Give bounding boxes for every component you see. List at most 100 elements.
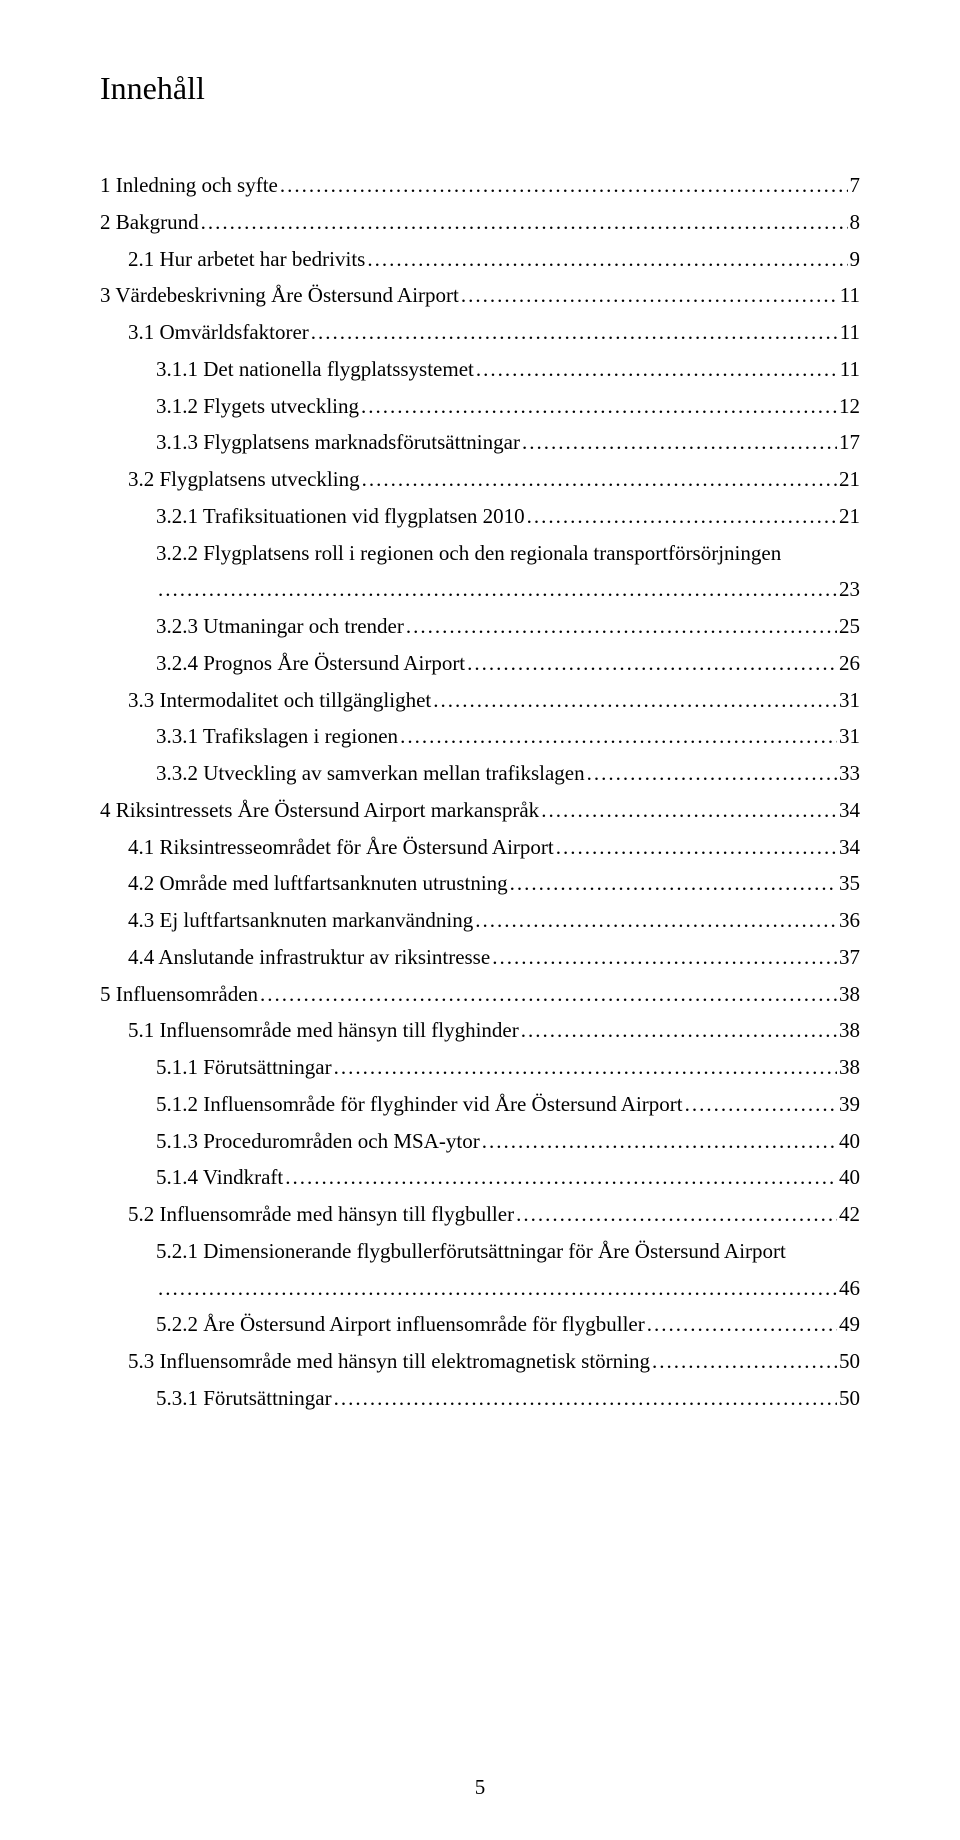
toc-leader-dots xyxy=(201,204,848,241)
toc-entry-page: 50 xyxy=(839,1343,860,1380)
page-number: 5 xyxy=(0,1775,960,1800)
toc-entry: 3.3.1 Trafikslagen i regionen31 xyxy=(100,718,860,755)
toc-entry-label: 5.1.2 Influensområde för flyghinder vid … xyxy=(156,1086,683,1123)
toc-leader-dots xyxy=(406,608,837,645)
toc-entry-label: 5.1.4 Vindkraft xyxy=(156,1159,283,1196)
toc-entry-page: 38 xyxy=(839,1049,860,1086)
toc-entry-page: 11 xyxy=(840,277,860,314)
toc-entry-label: 3.2.3 Utmaningar och trender xyxy=(156,608,404,645)
toc-leader-dots xyxy=(510,865,837,902)
toc-leader-dots xyxy=(521,1012,837,1049)
toc-entry: 3.2 Flygplatsens utveckling 21 xyxy=(100,461,860,498)
toc-entry-label: 4.4 Anslutande infrastruktur av riksintr… xyxy=(128,939,490,976)
toc-entry-label: 5.1.1 Förutsättningar xyxy=(156,1049,332,1086)
toc-leader-dots xyxy=(334,1380,837,1417)
toc-entry-label: 5.2.1 Dimensionerande flygbullerförutsät… xyxy=(156,1233,786,1270)
toc-entry-label: 3.2.4 Prognos Åre Östersund Airport xyxy=(156,645,465,682)
toc-leader-dots xyxy=(334,1049,837,1086)
toc-entry-page: 38 xyxy=(839,976,860,1013)
toc-entry: 5 Influensområden38 xyxy=(100,976,860,1013)
toc-entry-page: 36 xyxy=(839,902,860,939)
document-page: Innehåll 1 Inledning och syfte72 Bakgrun… xyxy=(0,0,960,1840)
toc-entry: 3.2.2 Flygplatsens roll i regionen och d… xyxy=(100,535,860,572)
toc-entry-label: 4 Riksintressets Åre Östersund Airport m… xyxy=(100,792,539,829)
toc-leader-dots xyxy=(482,1123,837,1160)
toc-leader-dots xyxy=(647,1306,837,1343)
toc-leader-dots xyxy=(362,461,837,498)
toc-entry-label: 3.1 Omvärldsfaktorer xyxy=(128,314,309,351)
toc-list: 1 Inledning och syfte 7 2 Bakgrund 82.1 Hur… xyxy=(100,167,860,1417)
toc-entry-page: 31 xyxy=(839,682,860,719)
toc-leader-dots xyxy=(400,718,837,755)
toc-entry-label: 3.1.3 Flygplatsens marknadsförutsättning… xyxy=(156,424,520,461)
toc-entry: 5.2 Influensområde med hänsyn till flygb… xyxy=(100,1196,860,1233)
toc-entry-page: 21 xyxy=(839,461,860,498)
toc-leader-dots xyxy=(311,314,838,351)
toc-leader-dots xyxy=(492,939,837,976)
toc-entry-page: 50 xyxy=(839,1380,860,1417)
toc-entry: 3.2.4 Prognos Åre Östersund Airport26 xyxy=(100,645,860,682)
toc-entry-label: 3.1.2 Flygets utveckling xyxy=(156,388,359,425)
toc-entry-label: 5.2.2 Åre Östersund Airport influensområ… xyxy=(156,1306,645,1343)
toc-entry: 23 xyxy=(100,571,860,608)
toc-entry-page: 40 xyxy=(839,1159,860,1196)
toc-entry-label: 5.3.1 Förutsättningar xyxy=(156,1380,332,1417)
toc-entry-page: 34 xyxy=(839,829,860,866)
toc-entry: 4.4 Anslutande infrastruktur av riksintr… xyxy=(100,939,860,976)
toc-entry: 5.2.2 Åre Östersund Airport influensområ… xyxy=(100,1306,860,1343)
toc-leader-dots xyxy=(285,1159,837,1196)
toc-entry: 3.1 Omvärldsfaktorer 11 xyxy=(100,314,860,351)
toc-entry: 3.2.3 Utmaningar och trender 25 xyxy=(100,608,860,645)
toc-entry-page: 8 xyxy=(850,204,861,241)
toc-entry-page: 21 xyxy=(839,498,860,535)
toc-entry-page: 9 xyxy=(850,241,861,278)
toc-entry: 5.1.1 Förutsättningar 38 xyxy=(100,1049,860,1086)
toc-leader-dots xyxy=(522,424,837,461)
toc-leader-dots xyxy=(587,755,837,792)
toc-entry-page: 34 xyxy=(839,792,860,829)
toc-entry-label: 3.2.2 Flygplatsens roll i regionen och d… xyxy=(156,535,781,572)
toc-entry-page: 12 xyxy=(839,388,860,425)
toc-entry-label: 5.2 Influensområde med hänsyn till flygb… xyxy=(128,1196,514,1233)
toc-entry: 5.1.2 Influensområde för flyghinder vid … xyxy=(100,1086,860,1123)
toc-entry: 4.2 Område med luftfartsanknuten utrustn… xyxy=(100,865,860,902)
toc-leader-dots xyxy=(475,902,837,939)
toc-leader-dots xyxy=(527,498,837,535)
toc-entry: 3.1.1 Det nationella flygplatssystemet11 xyxy=(100,351,860,388)
toc-leader-dots xyxy=(367,241,847,278)
toc-entry-page: 42 xyxy=(839,1196,860,1233)
toc-entry-label: 5.3 Influensområde med hänsyn till elekt… xyxy=(128,1343,650,1380)
toc-leader-dots xyxy=(476,351,838,388)
toc-entry-label: 5.1.3 Procedurområden och MSA-ytor xyxy=(156,1123,480,1160)
toc-entry-page: 49 xyxy=(839,1306,860,1343)
toc-entry-label: 3.2.1 Trafiksituationen vid flygplatsen … xyxy=(156,498,525,535)
toc-entry-page: 11 xyxy=(840,314,860,351)
toc-entry: 5.3 Influensområde med hänsyn till elekt… xyxy=(100,1343,860,1380)
toc-leader-dots xyxy=(541,792,837,829)
toc-entry-page: 25 xyxy=(839,608,860,645)
toc-entry-label: 3.2 Flygplatsens utveckling xyxy=(128,461,360,498)
toc-leader-dots xyxy=(260,976,837,1013)
toc-entry: 46 xyxy=(100,1270,860,1307)
toc-entry-page: 39 xyxy=(839,1086,860,1123)
toc-leader-dots xyxy=(461,277,838,314)
toc-entry-page: 7 xyxy=(850,167,861,204)
toc-entry-label: 2 Bakgrund xyxy=(100,204,199,241)
toc-entry: 3.3.2 Utveckling av samverkan mellan tra… xyxy=(100,755,860,792)
toc-entry-page: 37 xyxy=(839,939,860,976)
toc-entry: 5.2.1 Dimensionerande flygbullerförutsät… xyxy=(100,1233,860,1270)
toc-entry: 2.1 Hur arbetet har bedrivits9 xyxy=(100,241,860,278)
toc-entry-label: 3.3 Intermodalitet och tillgänglighet xyxy=(128,682,431,719)
toc-entry-page: 17 xyxy=(839,424,860,461)
toc-entry-page: 35 xyxy=(839,865,860,902)
toc-entry-label: 4.1 Riksintresseområdet för Åre Östersun… xyxy=(128,829,554,866)
toc-entry-label: 3.1.1 Det nationella flygplatssystemet xyxy=(156,351,474,388)
toc-entry: 3.1.2 Flygets utveckling 12 xyxy=(100,388,860,425)
toc-leader-dots xyxy=(516,1196,837,1233)
toc-entry: 5.1.3 Procedurområden och MSA-ytor40 xyxy=(100,1123,860,1160)
toc-entry: 3.2.1 Trafiksituationen vid flygplatsen … xyxy=(100,498,860,535)
toc-entry-page: 46 xyxy=(839,1270,860,1307)
toc-leader-dots xyxy=(158,571,837,608)
toc-entry-label: 1 Inledning och syfte xyxy=(100,167,278,204)
toc-entry: 5.1 Influensområde med hänsyn till flygh… xyxy=(100,1012,860,1049)
